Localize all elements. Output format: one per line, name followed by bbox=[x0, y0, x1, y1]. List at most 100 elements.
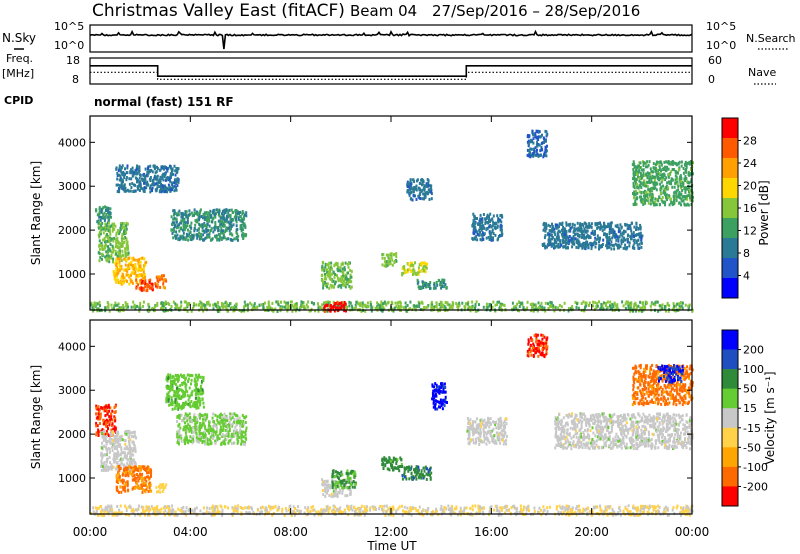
power-cell bbox=[237, 238, 239, 242]
power-cell bbox=[343, 301, 346, 304]
power-cell bbox=[249, 301, 252, 305]
power-cell bbox=[572, 234, 575, 238]
velocity-cell bbox=[117, 451, 120, 455]
power-cell bbox=[137, 283, 139, 287]
power-cell bbox=[558, 222, 561, 226]
power-cell bbox=[645, 184, 648, 188]
power-cell bbox=[107, 209, 110, 213]
power-cell bbox=[480, 224, 483, 228]
power-cell bbox=[655, 300, 658, 304]
power-cell bbox=[474, 229, 477, 233]
power-cell bbox=[228, 208, 231, 212]
power-cell bbox=[417, 285, 420, 289]
power-cell bbox=[193, 226, 196, 230]
power-cell bbox=[680, 304, 683, 308]
power-cell bbox=[620, 226, 623, 230]
power-cell bbox=[395, 252, 398, 256]
power-cell bbox=[119, 174, 122, 178]
velocity-cell bbox=[102, 418, 105, 422]
velocity-cell bbox=[143, 483, 146, 487]
velocity-cell bbox=[114, 419, 117, 423]
power-cell bbox=[109, 225, 112, 229]
power-cell bbox=[646, 174, 649, 178]
power-cell bbox=[201, 304, 203, 307]
power-cell bbox=[241, 210, 244, 213]
velocity-cell bbox=[99, 422, 101, 425]
power-cell bbox=[485, 236, 488, 240]
power-cell bbox=[562, 241, 565, 245]
power-cell bbox=[670, 162, 673, 166]
power-cell bbox=[128, 182, 131, 186]
power-cell bbox=[660, 198, 663, 201]
power-cell bbox=[645, 190, 648, 194]
velocity-cell bbox=[113, 406, 116, 410]
velocity-cell bbox=[122, 479, 125, 483]
velocity-cell bbox=[115, 476, 118, 480]
power-cell bbox=[382, 305, 385, 309]
power-cell bbox=[207, 235, 209, 239]
power-cell bbox=[543, 242, 546, 246]
power-cell bbox=[344, 261, 347, 265]
power-cell bbox=[486, 305, 489, 309]
power-cell bbox=[491, 230, 494, 234]
power-cell bbox=[646, 184, 649, 188]
power-cell bbox=[142, 300, 145, 304]
power-cell bbox=[518, 305, 521, 308]
power-cell bbox=[605, 301, 607, 305]
velocity-cell bbox=[123, 447, 126, 451]
power-cell bbox=[134, 306, 137, 310]
power-cell bbox=[389, 252, 392, 256]
velocity-cell bbox=[110, 467, 113, 471]
power-cell bbox=[538, 130, 541, 134]
power-cell bbox=[658, 168, 661, 171]
power-cell bbox=[585, 229, 588, 233]
power-cell bbox=[222, 236, 225, 240]
velocity-cell bbox=[187, 402, 190, 406]
power-cell bbox=[637, 164, 640, 168]
power-cell bbox=[184, 212, 187, 216]
power-cell bbox=[182, 222, 185, 226]
power-cell bbox=[329, 274, 332, 278]
velocity-cell bbox=[101, 465, 104, 468]
power-cell bbox=[635, 196, 638, 200]
velocity-cell bbox=[169, 387, 171, 391]
power-cell bbox=[380, 302, 383, 306]
power-cell bbox=[234, 213, 237, 217]
power-cell bbox=[647, 180, 650, 184]
velocity-cell bbox=[103, 436, 106, 440]
power-cell bbox=[661, 168, 664, 172]
power-cell bbox=[138, 309, 141, 313]
power-cell bbox=[140, 186, 143, 190]
power-cell bbox=[473, 215, 476, 219]
power-cell bbox=[101, 257, 103, 261]
power-cell bbox=[97, 219, 100, 223]
velocity-cell bbox=[194, 383, 197, 387]
power-cell bbox=[343, 280, 346, 283]
power-cell bbox=[118, 269, 121, 273]
power-cell bbox=[455, 302, 458, 305]
power-cell bbox=[617, 226, 620, 230]
power-cell bbox=[105, 206, 108, 210]
power-cell bbox=[680, 164, 683, 168]
power-cell bbox=[114, 301, 117, 305]
power-cell bbox=[539, 149, 542, 153]
velocity-cell bbox=[202, 376, 205, 379]
power-cell bbox=[442, 278, 445, 282]
power-cell bbox=[321, 303, 324, 307]
power-cell bbox=[330, 278, 333, 281]
velocity-cell bbox=[103, 444, 106, 448]
velocity-cell bbox=[168, 403, 171, 407]
power-cell bbox=[643, 184, 646, 188]
power-cell bbox=[624, 302, 627, 306]
power-cell bbox=[645, 172, 648, 176]
power-cell bbox=[324, 273, 326, 276]
power-cell bbox=[648, 160, 651, 164]
power-cell bbox=[243, 217, 246, 221]
power-cell bbox=[640, 174, 643, 178]
velocity-cell bbox=[100, 452, 103, 456]
power-cell bbox=[128, 282, 131, 286]
power-cell bbox=[546, 244, 549, 247]
velocity-cell bbox=[118, 436, 121, 440]
velocity-cell bbox=[131, 431, 134, 434]
power-cell bbox=[313, 302, 315, 306]
